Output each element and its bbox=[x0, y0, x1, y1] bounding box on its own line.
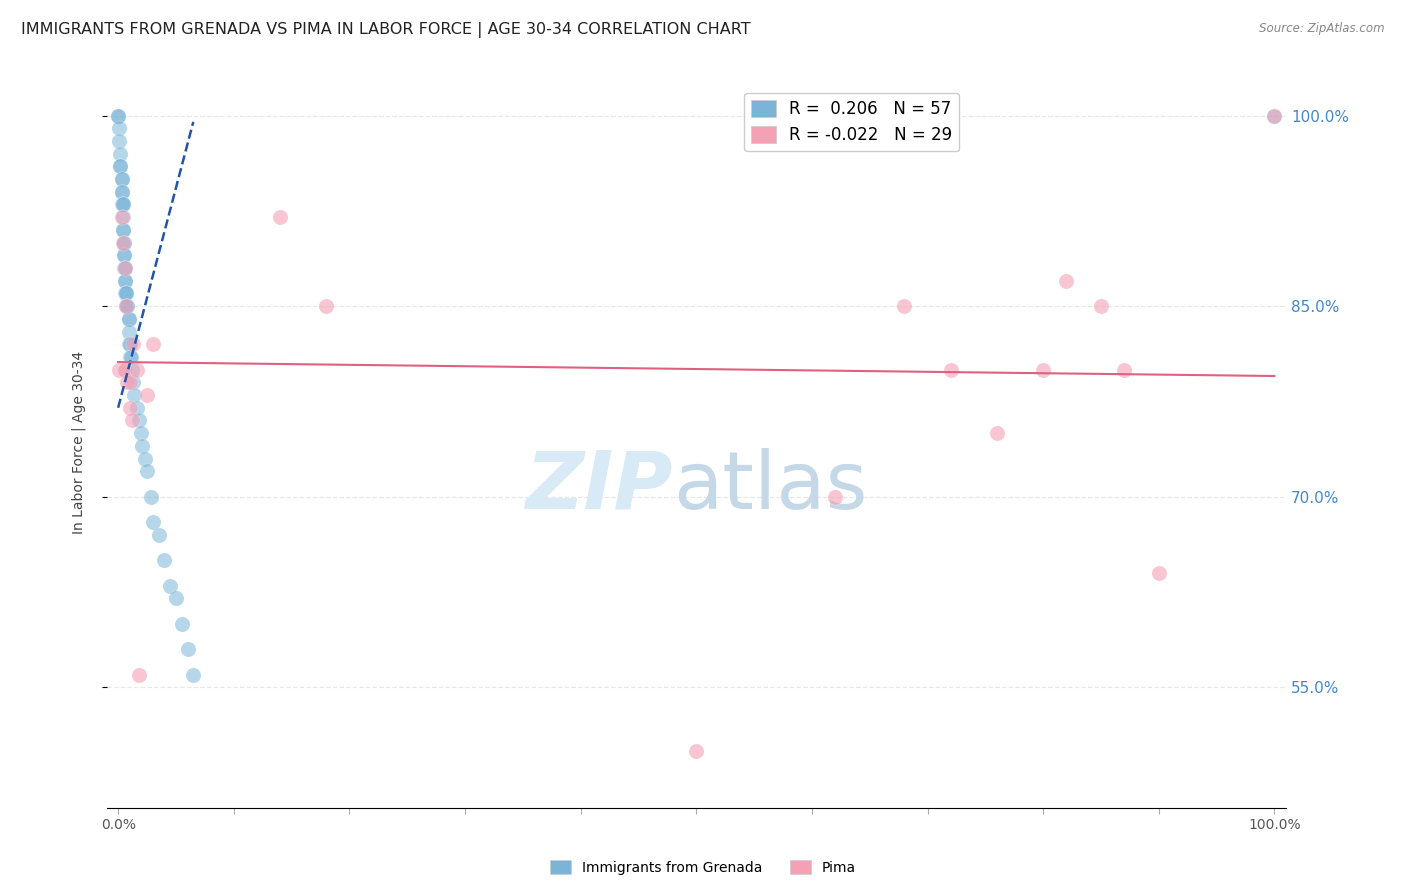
Point bbox=[117, 311, 139, 326]
Point bbox=[108, 121, 131, 136]
Legend: Immigrants from Grenada, Pima: Immigrants from Grenada, Pima bbox=[544, 855, 862, 880]
Point bbox=[125, 401, 148, 415]
Point bbox=[165, 591, 187, 606]
Point bbox=[115, 299, 138, 313]
Point bbox=[110, 172, 132, 186]
Point bbox=[114, 274, 136, 288]
Text: IMMIGRANTS FROM GRENADA VS PIMA IN LABOR FORCE | AGE 30-34 CORRELATION CHART: IMMIGRANTS FROM GRENADA VS PIMA IN LABOR… bbox=[21, 22, 751, 38]
Point bbox=[111, 223, 134, 237]
Point bbox=[117, 325, 139, 339]
Point bbox=[114, 362, 136, 376]
Point bbox=[110, 172, 132, 186]
Point bbox=[115, 286, 138, 301]
Point bbox=[136, 388, 159, 402]
Point bbox=[121, 413, 143, 427]
Point bbox=[685, 744, 707, 758]
Point bbox=[1032, 362, 1054, 376]
Point bbox=[118, 401, 141, 415]
Point bbox=[142, 515, 165, 529]
Point bbox=[117, 337, 139, 351]
Point bbox=[110, 146, 132, 161]
Point bbox=[110, 160, 132, 174]
Text: Source: ZipAtlas.com: Source: ZipAtlas.com bbox=[1260, 22, 1385, 36]
Point bbox=[893, 299, 915, 313]
Point bbox=[122, 376, 145, 390]
Point bbox=[110, 185, 132, 199]
Point bbox=[128, 667, 150, 681]
Point bbox=[117, 299, 139, 313]
Point bbox=[986, 426, 1008, 441]
Point bbox=[111, 210, 134, 224]
Point bbox=[114, 260, 136, 275]
Point bbox=[124, 388, 146, 402]
Point bbox=[112, 248, 135, 262]
Point bbox=[112, 260, 135, 275]
Point bbox=[115, 286, 138, 301]
Point bbox=[269, 210, 291, 224]
Point bbox=[824, 490, 846, 504]
Point bbox=[112, 235, 135, 250]
Point bbox=[176, 642, 198, 657]
Point bbox=[114, 286, 136, 301]
Point bbox=[1090, 299, 1112, 313]
Point bbox=[1112, 362, 1135, 376]
Point bbox=[122, 337, 145, 351]
Point bbox=[117, 311, 139, 326]
Point bbox=[315, 299, 337, 313]
Point bbox=[142, 337, 165, 351]
Point bbox=[139, 490, 162, 504]
Point bbox=[107, 109, 129, 123]
Legend: R =  0.206   N = 57, R = -0.022   N = 29: R = 0.206 N = 57, R = -0.022 N = 29 bbox=[744, 93, 959, 151]
Point bbox=[111, 235, 134, 250]
Point bbox=[111, 197, 134, 211]
Y-axis label: In Labor Force | Age 30-34: In Labor Force | Age 30-34 bbox=[72, 351, 86, 534]
Point bbox=[118, 350, 141, 364]
Point bbox=[108, 362, 131, 376]
Point bbox=[117, 376, 139, 390]
Point bbox=[115, 299, 138, 313]
Point bbox=[107, 109, 129, 123]
Point bbox=[112, 362, 135, 376]
Point bbox=[112, 248, 135, 262]
Point bbox=[128, 413, 150, 427]
Text: atlas: atlas bbox=[672, 448, 868, 525]
Point bbox=[110, 160, 132, 174]
Point bbox=[111, 223, 134, 237]
Point bbox=[159, 579, 181, 593]
Point bbox=[181, 667, 204, 681]
Point bbox=[108, 134, 131, 148]
Point bbox=[134, 451, 156, 466]
Point bbox=[114, 260, 136, 275]
Point bbox=[110, 197, 132, 211]
Point bbox=[114, 274, 136, 288]
Point bbox=[121, 362, 143, 376]
Point bbox=[136, 464, 159, 478]
Point bbox=[1054, 274, 1077, 288]
Point bbox=[131, 439, 153, 453]
Point bbox=[1147, 566, 1170, 580]
Point bbox=[110, 210, 132, 224]
Point bbox=[1263, 109, 1285, 123]
Point bbox=[170, 616, 193, 631]
Point bbox=[129, 426, 152, 441]
Point bbox=[125, 362, 148, 376]
Point bbox=[111, 197, 134, 211]
Point bbox=[112, 235, 135, 250]
Point bbox=[148, 528, 170, 542]
Point bbox=[1263, 109, 1285, 123]
Point bbox=[939, 362, 962, 376]
Point bbox=[120, 350, 142, 364]
Point bbox=[118, 376, 141, 390]
Text: ZIP: ZIP bbox=[526, 448, 672, 525]
Point bbox=[118, 337, 141, 351]
Point bbox=[153, 553, 176, 567]
Point bbox=[110, 185, 132, 199]
Point bbox=[117, 299, 139, 313]
